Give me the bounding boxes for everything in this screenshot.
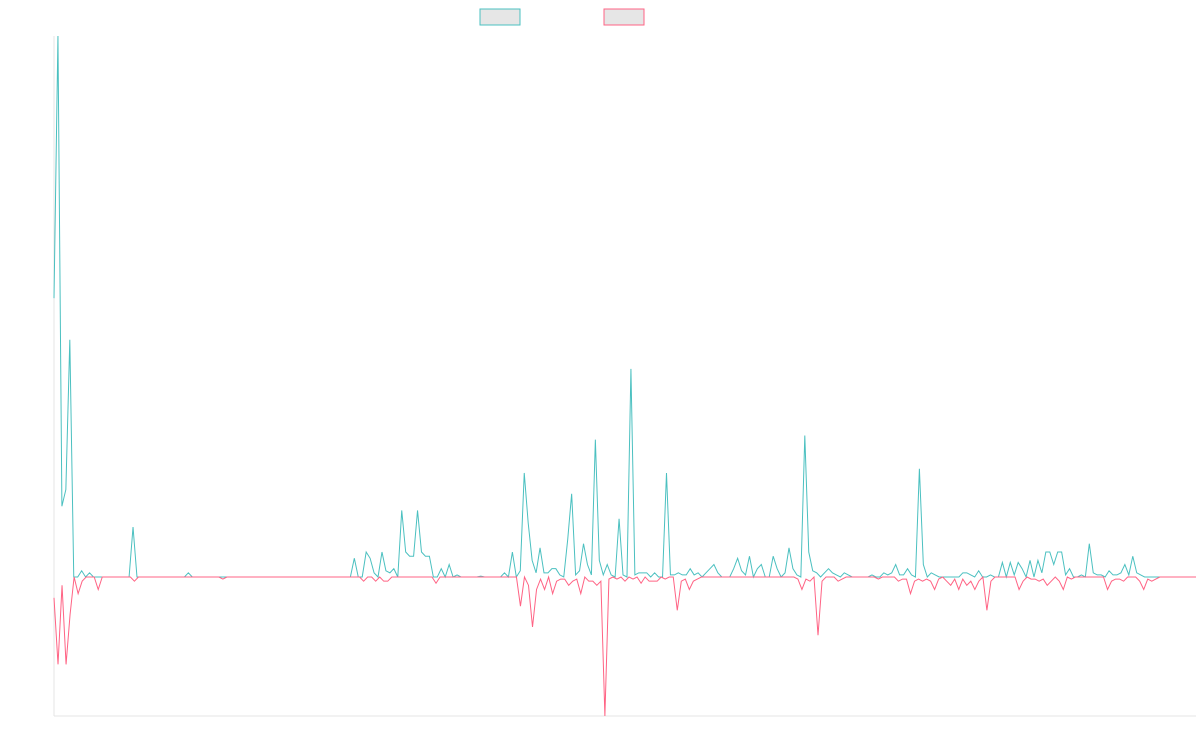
legend-swatch-2[interactable] [603, 8, 645, 26]
series-line-2 [53, 575, 1196, 717]
chart-series [53, 35, 1196, 717]
legend-swatch-1[interactable] [479, 8, 521, 26]
series-line-1 [53, 35, 1196, 579]
chart-axes [53, 36, 1196, 717]
chart-legend [479, 8, 645, 26]
